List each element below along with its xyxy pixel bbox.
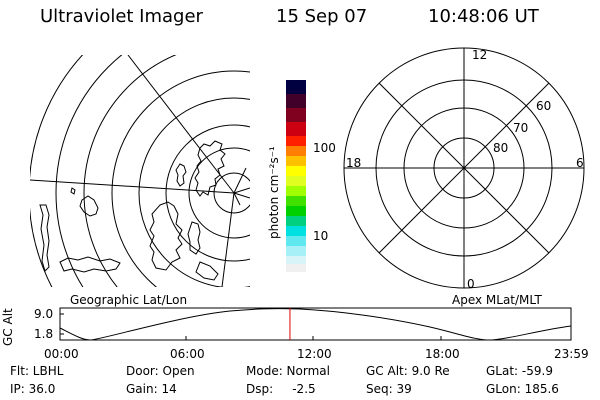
altitude-timeline <box>59 307 572 341</box>
mlat-label-70: 70 <box>513 121 529 135</box>
lat-circle <box>188 147 250 239</box>
ip-value: IP: 36.0 <box>10 382 56 396</box>
dsp-value: Dsp: -2.5 <box>246 382 316 396</box>
colorbar-tick-100: 100 <box>313 141 336 155</box>
seq-value: Seq: 39 <box>366 382 412 396</box>
date-label: 15 Sep 07 <box>276 6 368 27</box>
mlat-label-60: 60 <box>536 99 552 113</box>
lat-circle <box>111 70 250 287</box>
meridian-line <box>30 179 235 194</box>
mlt-polar-grid <box>343 47 585 289</box>
timeline-ytick-9: 9.0 <box>34 307 54 321</box>
meridian-line <box>233 192 241 206</box>
time-label: 10:48:06 UT <box>428 6 539 27</box>
coastline <box>39 204 50 272</box>
lat-circle <box>138 97 250 287</box>
coastline <box>70 187 76 195</box>
altitude-curve <box>59 308 572 341</box>
left-map-caption: Geographic Lat/Lon <box>70 293 188 307</box>
mlt-label-6: 6 <box>576 156 584 170</box>
door-value: Door: Open <box>126 364 195 378</box>
timeline-xtick-1200: 12:00 <box>297 347 332 361</box>
meridian-line <box>233 192 250 199</box>
lat-circle <box>55 55 123 287</box>
coastline <box>79 195 99 217</box>
gain-value: Gain: 14 <box>126 382 177 396</box>
geographic-map <box>30 55 250 287</box>
meridian-line <box>233 187 250 194</box>
colorbar-unit-label: photon cm⁻²s⁻¹ <box>267 146 281 239</box>
colorbar-tick-10: 10 <box>313 229 329 243</box>
timeline-xtick-2359: 23:59 <box>554 347 589 361</box>
lat-circle <box>213 172 250 214</box>
coastline <box>187 221 201 255</box>
timeline-frame <box>59 307 572 341</box>
instrument-title: Ultraviolet Imager <box>40 6 203 27</box>
coastline <box>175 163 187 187</box>
timeline-xtick-1800: 18:00 <box>425 347 460 361</box>
gc-alt-value: GC Alt: 9.0 Re <box>366 364 450 378</box>
mlt-label-0: 0 <box>467 277 475 291</box>
glat-value: GLat: -59.9 <box>486 364 553 378</box>
intensity-colorbar <box>286 80 306 272</box>
lat-circle <box>30 55 84 287</box>
lat-circle <box>83 55 177 287</box>
timeline-xtick-0600: 06:00 <box>170 347 205 361</box>
mlt-diagonal <box>378 82 550 254</box>
glon-value: GLon: 185.6 <box>486 382 559 396</box>
timeline-ytick-1.8: 1.8 <box>34 327 54 341</box>
timeline-xtick-0000: 00:00 <box>44 347 79 361</box>
coastline <box>194 140 226 197</box>
mlat-label-80: 80 <box>493 141 509 155</box>
timeline-ylabel: GC Alt <box>1 308 15 346</box>
coastline <box>149 201 183 271</box>
right-map-caption: Apex MLat/MLT <box>452 293 542 307</box>
meridian-line <box>221 192 235 287</box>
mode-value: Mode: Normal <box>246 364 330 378</box>
mlt-label-18: 18 <box>346 156 362 170</box>
meridian-line <box>127 55 235 194</box>
lat-circle <box>165 124 250 262</box>
filter-value: Flt: LBHL <box>10 364 64 378</box>
mlt-label-12: 12 <box>472 48 488 62</box>
coastline <box>59 256 121 273</box>
coastline <box>195 261 219 281</box>
meridian-line <box>233 167 247 194</box>
